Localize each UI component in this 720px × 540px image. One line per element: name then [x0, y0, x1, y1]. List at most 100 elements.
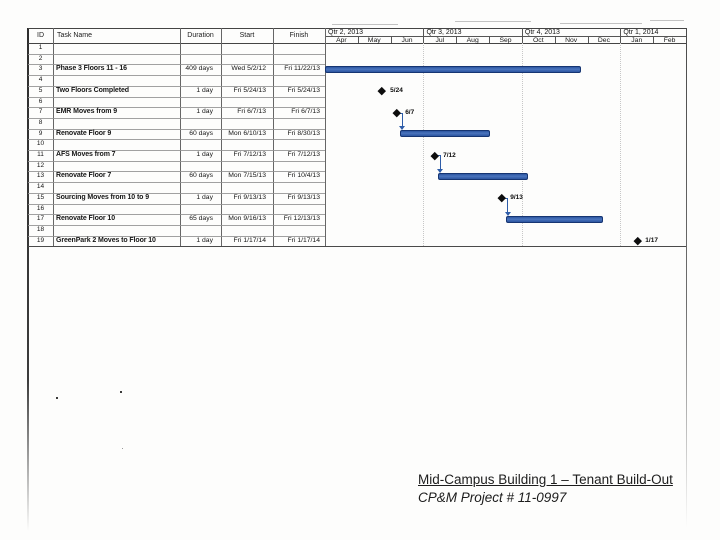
task-duration-cell: 60 days [189, 172, 213, 180]
table-row: 7 EMR Moves from 9 1 day Fri 6/7/13 Fri 6/7/… [0, 107, 720, 118]
task-name-cell: Renovate Floor 10 [56, 215, 115, 223]
table-row: 16 [0, 204, 720, 215]
column-header-start: Start [239, 32, 255, 39]
row-grid-line [28, 107, 325, 109]
table-row: 9 Renovate Floor 9 60 days Mon 6/10/13 Fri 8… [0, 129, 720, 140]
task-id-cell: 6 [38, 97, 43, 105]
row-grid-line [28, 235, 325, 237]
task-id-cell: 11 [37, 151, 44, 158]
task-finish-cell: Fri 8/30/13 [287, 129, 321, 137]
task-start-cell: Fri 9/13/13 [233, 193, 267, 201]
milestone-date-label: 7/12 [443, 151, 456, 159]
task-finish-cell: Fri 5/24/13 [287, 86, 321, 94]
task-id-cell: 2 [38, 54, 43, 62]
task-finish-cell: Fri 12/13/13 [283, 215, 320, 223]
month-divider [653, 36, 655, 43]
table-row: 10 [0, 139, 720, 150]
connector-line [504, 198, 507, 200]
milestone-date-label: 9/13 [510, 194, 523, 202]
connector-line [399, 112, 402, 114]
task-duration-cell: 65 days [189, 215, 213, 223]
row-grid-line [28, 160, 325, 162]
row-grid-line [28, 75, 325, 77]
row-grid-line [28, 182, 325, 184]
task-finish-cell: Fri 7/12/13 [287, 151, 321, 158]
table-row: 14 [0, 182, 720, 193]
row-grid-line [28, 203, 325, 205]
task-start-cell: Mon 7/15/13 [228, 172, 266, 180]
task-finish-cell: Fri 6/7/13 [291, 108, 320, 116]
column-header-duration: Duration [187, 32, 214, 39]
row-grid-line [28, 96, 325, 98]
task-id-cell: 1 [38, 44, 43, 51]
table-row: 4 [0, 75, 720, 86]
task-name-cell: AFS Moves from 7 [56, 151, 116, 158]
task-id-cell: 17 [36, 215, 45, 223]
row-grid-line [28, 64, 325, 66]
scan-speck [120, 391, 122, 393]
task-duration-cell: 60 days [189, 129, 213, 137]
task-duration-cell: 409 days [185, 65, 213, 73]
task-name-cell: Two Floors Completed [56, 86, 129, 94]
column-divider [273, 28, 274, 247]
page-right-border [686, 28, 687, 528]
scan-artifact [560, 23, 642, 24]
quarter-gridline [620, 43, 622, 247]
scan-speck [122, 448, 123, 449]
month-divider [587, 36, 589, 43]
table-row: 1 [0, 43, 720, 54]
task-finish-cell: Fri 9/13/13 [287, 193, 321, 201]
quarter-label: Qtr 2, 2013 [328, 29, 364, 36]
column-divider [53, 28, 54, 247]
row-grid-line [28, 128, 325, 130]
task-finish-cell: Fri 1/17/14 [287, 236, 321, 244]
milestone-date-label: 5/24 [390, 87, 403, 95]
task-name-cell: GreenPark 2 Moves to Floor 10 [56, 236, 156, 244]
scan-artifact [650, 20, 684, 21]
caption-project-title: Mid-Campus Building 1 – Tenant Build-Out [418, 472, 673, 487]
month-divider [489, 36, 491, 43]
connector-line [507, 198, 508, 213]
scan-speck [56, 397, 58, 399]
task-start-cell: Fri 5/24/13 [233, 86, 267, 94]
table-row: 19 GreenPark 2 Moves to Floor 10 1 day Fri … [0, 236, 720, 247]
task-start-cell: Wed 5/2/12 [231, 65, 266, 73]
quarter-divider [423, 28, 425, 43]
month-label: Aug [466, 36, 479, 44]
month-divider [456, 36, 458, 43]
task-id-cell: 10 [36, 140, 45, 148]
column-header-finish: Finish [289, 32, 309, 39]
table-row: 3 Phase 3 Floors 11 - 16 409 days Wed 5/2/1… [0, 64, 720, 75]
task-id-cell: 13 [36, 172, 45, 180]
table-row: 18 [0, 225, 720, 236]
quarter-divider [620, 28, 622, 43]
task-start-cell: Mon 6/10/13 [228, 129, 266, 137]
month-label: Sep [499, 36, 512, 44]
task-start-cell: Fri 7/12/13 [233, 151, 267, 158]
task-id-cell: 16 [36, 204, 45, 212]
quarter-label: Qtr 4, 2013 [524, 29, 560, 36]
connector-arrow [399, 125, 406, 130]
task-name-cell: Renovate Floor 9 [56, 129, 112, 137]
page-left-border [27, 28, 29, 531]
slide-caption: Mid-Campus Building 1 – Tenant Build-Out… [418, 471, 673, 507]
gantt-bar [400, 130, 490, 138]
row-grid-line [28, 53, 325, 55]
month-label: Dec [597, 36, 610, 44]
table-row: 2 [0, 54, 720, 65]
row-grid-line [28, 192, 325, 194]
column-divider [221, 28, 222, 247]
task-duration-cell: 1 day [196, 151, 213, 158]
month-label: Jun [401, 36, 413, 44]
task-id-cell: 12 [36, 161, 45, 169]
column-divider [325, 28, 326, 247]
column-header-id: ID [37, 32, 44, 39]
scan-artifact [332, 24, 398, 25]
table-row: 17 Renovate Floor 10 65 days Mon 9/16/13 Fri… [0, 214, 720, 225]
header-top-line [28, 28, 686, 29]
month-divider [554, 36, 556, 43]
task-id-cell: 8 [38, 118, 43, 126]
table-row: 6 [0, 97, 720, 108]
task-id-cell: 19 [36, 236, 45, 244]
row-grid-line [28, 224, 325, 226]
